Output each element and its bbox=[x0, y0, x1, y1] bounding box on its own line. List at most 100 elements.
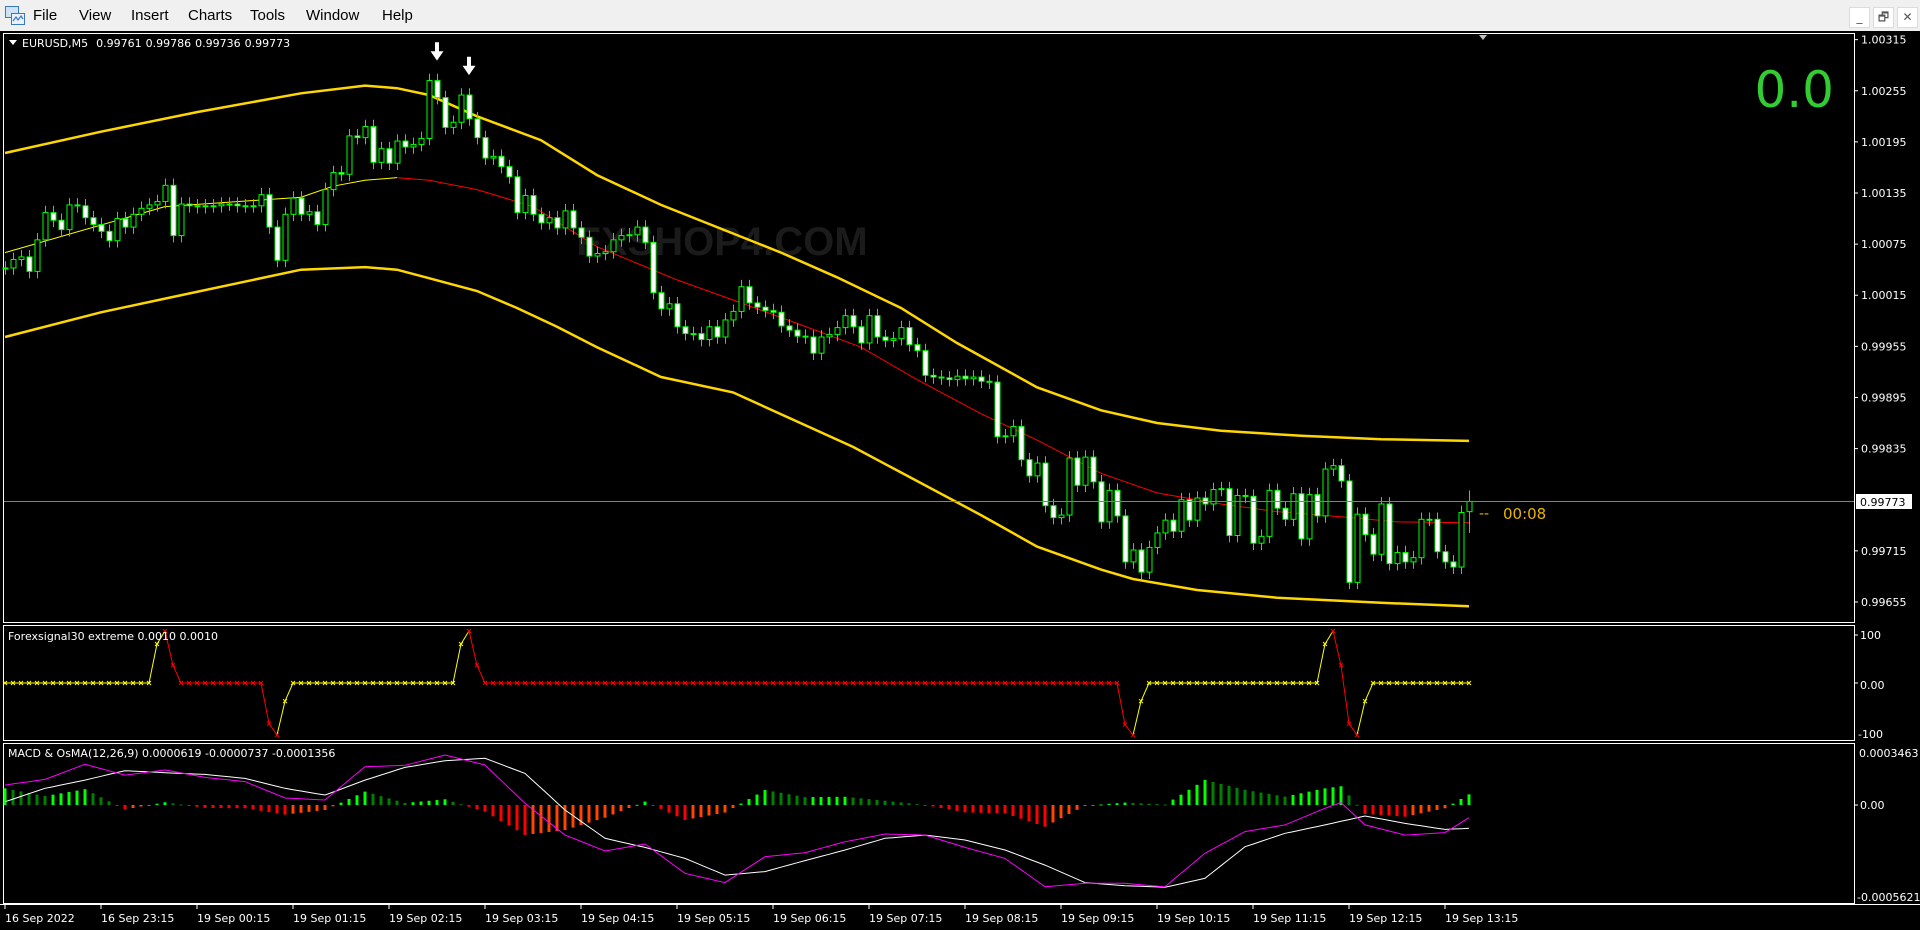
signal-marker-icon bbox=[1362, 698, 1368, 704]
signal-segment bbox=[1316, 643, 1326, 684]
osma-bar-positive bbox=[1243, 789, 1247, 805]
osma-bar-negative bbox=[995, 805, 999, 814]
signal-marker-icon bbox=[314, 680, 320, 686]
osma-bar-negative bbox=[115, 805, 119, 806]
osma-bar-negative bbox=[531, 805, 535, 834]
bear-candle-body bbox=[402, 140, 409, 148]
bull-candle-body bbox=[738, 286, 745, 312]
candle bbox=[1378, 497, 1385, 562]
signal-marker-icon bbox=[1106, 680, 1112, 686]
osma-bar-negative bbox=[731, 805, 735, 809]
menu-window[interactable]: Window bbox=[306, 7, 360, 24]
menu-insert[interactable]: Insert bbox=[131, 7, 169, 24]
osma-bar-negative bbox=[1091, 805, 1095, 806]
signal-marker-icon bbox=[1090, 680, 1096, 686]
osma-bar-negative bbox=[243, 805, 247, 809]
signal-marker-icon bbox=[826, 680, 832, 686]
menu-tools[interactable]: Tools bbox=[250, 7, 286, 24]
minimize-button[interactable]: _ bbox=[1849, 7, 1870, 28]
ohlc-low: 0.99736 bbox=[195, 37, 241, 50]
time-tick-label: 19 Sep 02:15 bbox=[389, 912, 462, 925]
osma-bar-positive bbox=[1315, 789, 1319, 805]
candle bbox=[650, 235, 657, 300]
bear-candle-body bbox=[1338, 465, 1345, 482]
osma-bar-positive bbox=[771, 791, 775, 805]
signal-marker-icon bbox=[234, 680, 240, 686]
bull-candle-body bbox=[562, 210, 569, 229]
osma-bar-positive bbox=[1339, 786, 1343, 805]
bear-candle-body bbox=[266, 194, 273, 228]
osma-bar-negative bbox=[939, 805, 943, 808]
candle bbox=[490, 149, 497, 165]
candle bbox=[210, 198, 217, 213]
middle-band-segment bbox=[396, 177, 430, 181]
bear-candle-body bbox=[850, 315, 857, 328]
bull-candle-body bbox=[250, 205, 257, 208]
menu-help[interactable]: Help bbox=[382, 7, 413, 24]
signal-marker-icon bbox=[1162, 680, 1168, 686]
bear-candle-body bbox=[586, 236, 593, 257]
time-tick-label: 19 Sep 00:15 bbox=[197, 912, 270, 925]
menu-file[interactable]: File bbox=[33, 7, 58, 24]
dropdown-triangle-icon[interactable] bbox=[9, 40, 17, 45]
bear-candle-body bbox=[298, 197, 305, 215]
candle bbox=[346, 129, 353, 182]
menu-charts[interactable]: Charts bbox=[188, 7, 233, 24]
signal-segment bbox=[164, 630, 174, 666]
osma-bar-positive bbox=[339, 802, 343, 805]
time-tick-label: 19 Sep 06:15 bbox=[773, 912, 846, 925]
bull-candle-body bbox=[114, 218, 121, 242]
signal-segment bbox=[1332, 630, 1342, 666]
osma-bar-positive bbox=[1155, 804, 1159, 806]
osma-bar-negative bbox=[619, 805, 623, 812]
price-tick-label: 0.99835 bbox=[1861, 443, 1907, 456]
candle bbox=[442, 90, 449, 135]
bull-candle-body bbox=[706, 326, 713, 341]
menu-view[interactable]: View bbox=[79, 7, 112, 24]
osma-bar-negative bbox=[275, 805, 279, 814]
osma-bar-positive bbox=[827, 796, 831, 805]
signal-marker-icon bbox=[610, 680, 616, 686]
time-tick-label: 19 Sep 10:15 bbox=[1157, 912, 1230, 925]
osma-bar-positive bbox=[163, 802, 167, 805]
indicator2-title: MACD & OsMA(12,26,9) 0.0000619 -0.000073… bbox=[8, 747, 335, 760]
candle bbox=[1002, 429, 1009, 444]
signal-marker-icon bbox=[154, 641, 160, 647]
signal-marker-icon bbox=[978, 680, 984, 686]
bear-candle-body bbox=[1202, 497, 1209, 505]
signal-marker-icon bbox=[690, 680, 696, 686]
signal-marker-icon bbox=[530, 680, 536, 686]
signal-marker-icon bbox=[1066, 680, 1072, 686]
osma-bar-negative bbox=[475, 805, 479, 810]
signal-marker-icon bbox=[354, 680, 360, 686]
bull-candle-body bbox=[1466, 500, 1473, 513]
osma-bar-negative bbox=[291, 805, 295, 814]
osma-bar-positive bbox=[779, 792, 783, 805]
bull-candle-body bbox=[154, 201, 161, 206]
restore-button[interactable]: 🗗 bbox=[1873, 7, 1894, 28]
bull-candle-body bbox=[210, 205, 217, 208]
signal-marker-icon bbox=[466, 628, 472, 634]
signal-marker-icon bbox=[1042, 680, 1048, 686]
bear-candle-body bbox=[962, 375, 969, 380]
signal-marker-icon bbox=[474, 662, 480, 668]
candle bbox=[1058, 508, 1065, 525]
signal-marker-icon bbox=[618, 680, 624, 686]
close-button[interactable]: ✕ bbox=[1897, 7, 1918, 28]
signal-marker-icon bbox=[266, 721, 272, 726]
chart-shift-marker-icon[interactable] bbox=[1479, 35, 1487, 40]
bar-countdown: 00:08 bbox=[1503, 505, 1546, 523]
middle-band-segment bbox=[676, 279, 742, 304]
candle bbox=[234, 197, 241, 213]
signal-marker-icon bbox=[1050, 680, 1056, 686]
bull-candle-body bbox=[1010, 425, 1017, 437]
candle bbox=[322, 182, 329, 232]
signal-segment bbox=[260, 682, 270, 724]
osma-bar-negative bbox=[931, 805, 935, 807]
signal-marker-icon bbox=[1450, 680, 1456, 686]
bear-candle-body bbox=[314, 211, 321, 226]
signal-marker-icon bbox=[1322, 641, 1328, 647]
candle bbox=[250, 198, 257, 213]
osma-bar-positive bbox=[1347, 795, 1351, 805]
